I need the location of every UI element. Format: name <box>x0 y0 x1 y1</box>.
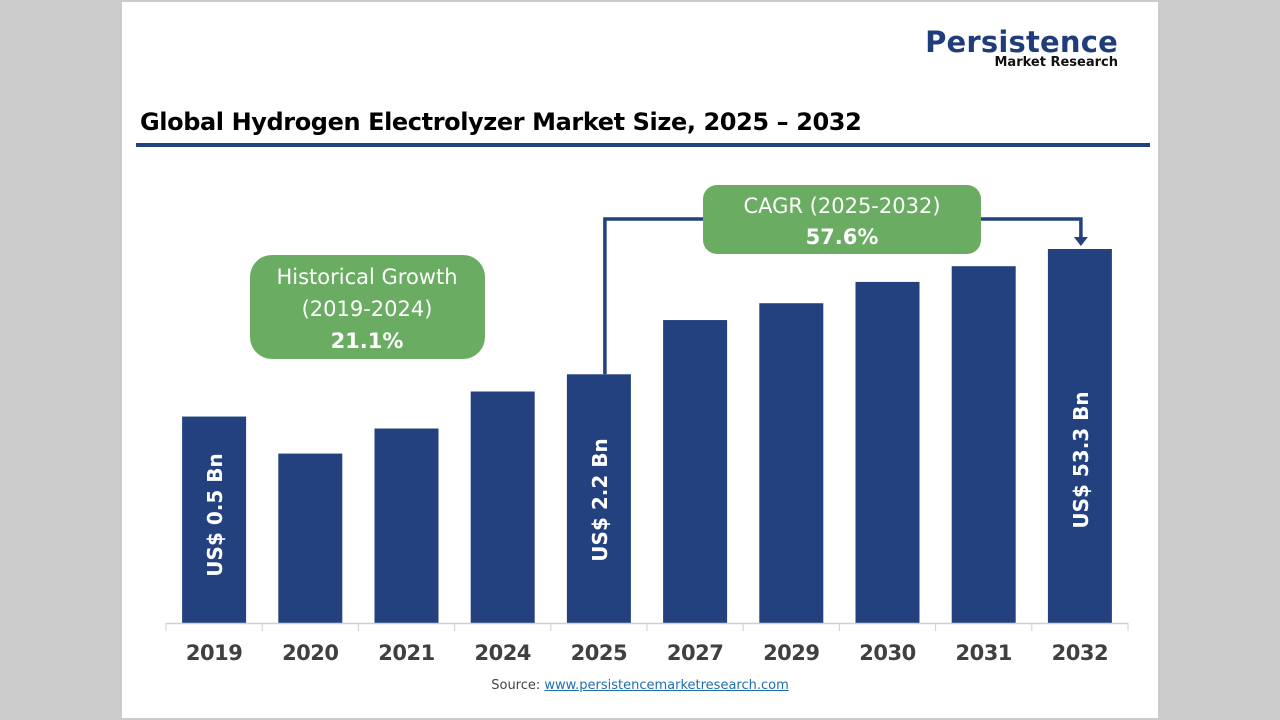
historical-growth-period: (2019-2024) <box>302 297 433 321</box>
cagr-arrow-icon <box>1073 237 1088 246</box>
value-label-2032: US$ 53.3 Bn <box>1069 391 1093 528</box>
persistence-logo: Persistence Market Research <box>918 26 1118 70</box>
bar-2029 <box>759 303 824 623</box>
bar-2019 <box>182 416 247 623</box>
x-tick-label-2030: 2030 <box>859 641 915 665</box>
cagr-value: 57.6% <box>806 225 879 249</box>
logo-subtitle: Market Research <box>994 55 1119 70</box>
historical-growth-label: Historical Growth <box>276 265 457 289</box>
x-tick-label-2021: 2021 <box>378 641 434 665</box>
x-tick-label-2024: 2024 <box>474 641 530 665</box>
source-link[interactable]: www.persistencemarketresearch.com <box>544 678 789 693</box>
bar-2032 <box>1047 249 1112 623</box>
bar-2021 <box>374 428 439 623</box>
historical-growth-callout-box <box>250 255 485 359</box>
x-tick-label-2019: 2019 <box>186 641 242 665</box>
cagr-callout-box <box>703 185 981 254</box>
bar-2025 <box>566 374 631 623</box>
x-tick-label-2032: 2032 <box>1052 641 1108 665</box>
historical-growth-value: 21.1% <box>331 329 404 353</box>
bar-2027 <box>663 320 728 623</box>
x-tick-label-2031: 2031 <box>955 641 1011 665</box>
source-label: Source: <box>491 678 545 693</box>
title-divider <box>136 143 1150 147</box>
logo-brand: Persistence <box>925 25 1118 59</box>
x-tick-label-2029: 2029 <box>763 641 819 665</box>
value-label-2025: US$ 2.2 Bn <box>588 438 612 561</box>
x-tick-label-2027: 2027 <box>667 641 723 665</box>
bar-2031 <box>951 266 1016 623</box>
chart-title: Global Hydrogen Electrolyzer Market Size… <box>140 108 862 136</box>
x-tick-label-2025: 2025 <box>571 641 627 665</box>
bar-2020 <box>278 453 343 623</box>
source-line: Source: www.persistencemarketresearch.co… <box>0 678 1280 693</box>
bar-2024 <box>470 391 535 623</box>
cagr-label: CAGR (2025-2032) <box>743 194 940 218</box>
bar-2030 <box>855 281 920 623</box>
value-label-2019: US$ 0.5 Bn <box>203 453 227 576</box>
x-tick-label-2020: 2020 <box>282 641 338 665</box>
